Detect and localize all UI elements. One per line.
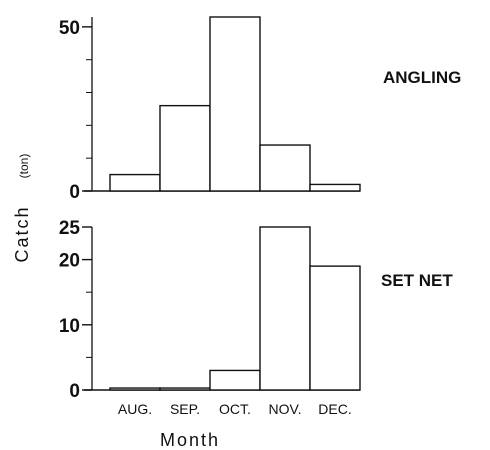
set-net-panel: 0 10 20 25 SET NET (59, 218, 454, 402)
bar-sep (159, 104, 211, 192)
bar-sep (159, 387, 211, 391)
y-tick-label: 25 (59, 218, 81, 239)
y-axis-unit-label: (ton) (17, 154, 31, 179)
y-tick-label: 10 (59, 316, 80, 337)
category-label: OCT. (219, 401, 251, 417)
y-tick-label: 50 (59, 18, 80, 39)
y-tick-label: 20 (59, 251, 80, 272)
angling-panel: 0 50 ANGLING (59, 16, 461, 203)
panel-label: SET NET (381, 271, 453, 290)
y-axis-label: Catch (12, 205, 32, 262)
bar-dec (309, 183, 361, 192)
category-label: AUG. (118, 401, 152, 417)
bar-aug (109, 173, 161, 192)
bar-dec (309, 265, 361, 391)
y-axis-label-group: Catch (ton) (12, 154, 32, 263)
bar-nov (259, 144, 311, 192)
category-label: NOV. (269, 401, 302, 417)
panel-label: ANGLING (383, 68, 461, 87)
x-axis-label: Month (160, 430, 220, 450)
category-labels: AUG. SEP. OCT. NOV. DEC. (118, 401, 352, 417)
bar-oct (209, 369, 261, 391)
bar-aug (109, 387, 161, 391)
category-label: SEP. (170, 401, 200, 417)
category-label: DEC. (318, 401, 351, 417)
bar-oct (209, 16, 261, 192)
y-tick-label: 0 (69, 182, 80, 203)
y-tick-label: 0 (69, 381, 80, 402)
bar-nov (259, 226, 311, 391)
